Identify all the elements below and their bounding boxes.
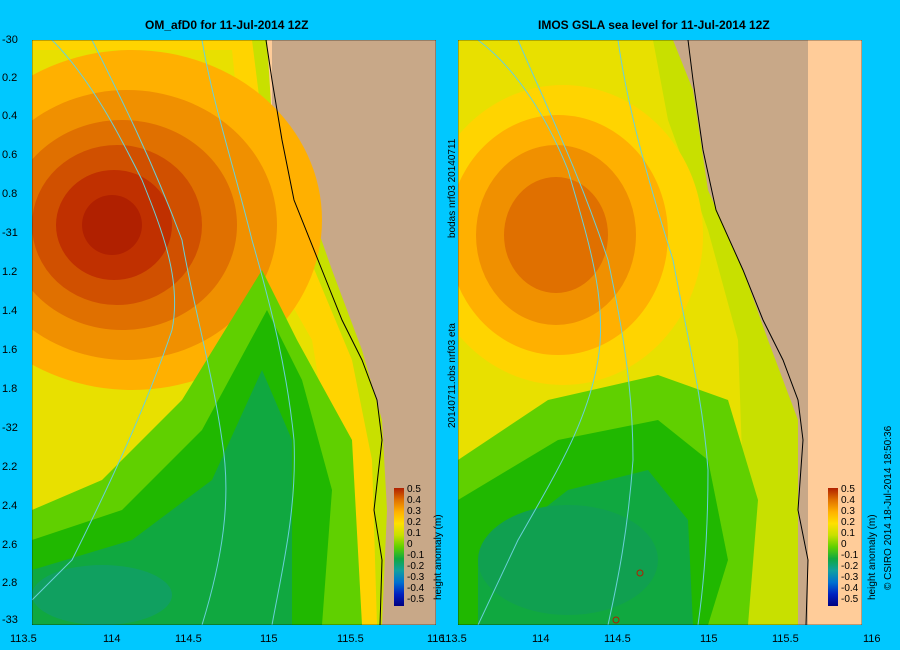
y-tick: 1.4 — [2, 305, 18, 317]
x-tick: 116 — [427, 633, 445, 645]
bathymetry-contour — [477, 40, 602, 625]
right-title: IMOS GSLA sea level for 11-Jul-2014 12Z — [538, 18, 770, 32]
colorbar-tick: 0.3 — [841, 506, 855, 517]
x-tick: 114.5 — [175, 633, 202, 645]
right-map-panel — [458, 40, 862, 625]
y-tick: 2.6 — [2, 539, 18, 551]
colorbar-tick: 0.1 — [407, 528, 421, 539]
coastline — [687, 40, 809, 625]
bathymetry-contour — [32, 40, 176, 601]
y-tick: -30 — [2, 34, 18, 46]
y-tick: -33 — [2, 614, 18, 626]
colorbar-tick: -0.2 — [407, 561, 425, 572]
x-tick: 115.5 — [337, 633, 364, 645]
y-tick: 0.8 — [2, 188, 18, 200]
y-tick: 2.4 — [2, 500, 18, 512]
colorbar-tick: -0.2 — [841, 561, 859, 572]
x-tick: 114 — [532, 633, 550, 645]
colorbar-tick: -0.1 — [407, 550, 425, 561]
colorbar-tick: -0.3 — [841, 572, 859, 583]
colorbar-tick: 0.4 — [407, 495, 421, 506]
y-tick: 0.6 — [2, 149, 18, 161]
right-colorbar — [828, 488, 838, 606]
y-tick: 1.2 — [2, 266, 18, 278]
colorbar-tick: -0.5 — [841, 594, 859, 605]
colorbar-tick: 0.3 — [407, 506, 421, 517]
source-label: bodas nrf03 20140711 — [447, 138, 458, 238]
run-id-label: 20140711.obs nrf03 eta — [447, 323, 458, 428]
right-colorbar-label: height anomaly (m) — [867, 514, 878, 600]
x-tick: 115 — [700, 633, 718, 645]
y-tick: 2.8 — [2, 577, 18, 589]
colorbar-tick: 0.2 — [841, 517, 855, 528]
y-tick: 2.2 — [2, 461, 18, 473]
observation-point — [636, 569, 644, 577]
x-tick: 115.5 — [772, 633, 799, 645]
colorbar-tick: -0.5 — [407, 594, 425, 605]
x-tick: 116 — [863, 633, 881, 645]
colorbar-tick: 0.2 — [407, 517, 421, 528]
colorbar-tick: 0 — [407, 539, 413, 550]
credit-label: © CSIRO 2014 18-Jul-2014 18:50:36 — [883, 425, 894, 590]
colorbar-tick: 0.5 — [841, 484, 855, 495]
colorbar-tick: -0.4 — [407, 583, 425, 594]
x-tick: 113.5 — [440, 633, 467, 645]
y-tick: -32 — [2, 422, 18, 434]
left-map-panel — [32, 40, 436, 625]
y-tick: 1.6 — [2, 344, 18, 356]
x-tick: 115 — [260, 633, 278, 645]
x-tick: 114 — [103, 633, 121, 645]
left-colorbar — [394, 488, 404, 606]
left-colorbar-label: height anomaly (m) — [433, 514, 444, 600]
y-tick: -31 — [2, 227, 18, 239]
x-tick: 113.5 — [10, 633, 37, 645]
y-tick: 0.4 — [2, 110, 18, 122]
coastline — [265, 40, 383, 625]
left-title: OM_afD0 for 11-Jul-2014 12Z — [145, 18, 309, 32]
colorbar-tick: -0.3 — [407, 572, 425, 583]
colorbar-tick: 0.4 — [841, 495, 855, 506]
y-tick: 1.8 — [2, 383, 18, 395]
colorbar-tick: 0.5 — [407, 484, 421, 495]
colorbar-tick: -0.1 — [841, 550, 859, 561]
colorbar-tick: -0.4 — [841, 583, 859, 594]
observation-point — [612, 616, 620, 624]
colorbar-tick: 0.1 — [841, 528, 855, 539]
y-tick: 0.2 — [2, 72, 18, 84]
colorbar-tick: 0 — [841, 539, 847, 550]
x-tick: 114.5 — [604, 633, 631, 645]
